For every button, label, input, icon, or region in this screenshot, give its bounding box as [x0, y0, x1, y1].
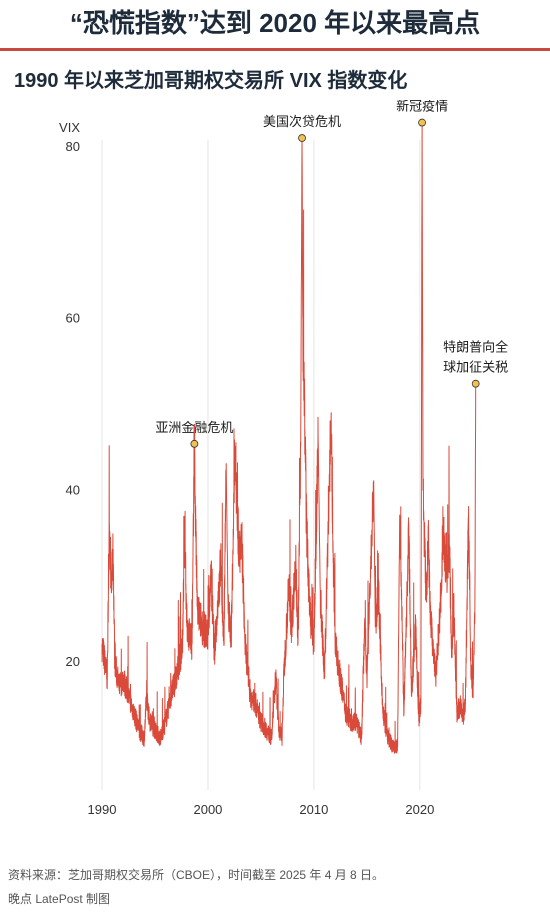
y-axis-label: VIX [59, 120, 80, 135]
y-tick-40: 40 [66, 482, 80, 497]
annotation-label-2: 新冠疫情 [396, 100, 448, 115]
x-tick-1990: 1990 [88, 802, 117, 817]
y-tick-20: 20 [66, 654, 80, 669]
series-line-vix [101, 122, 477, 754]
chart-title: 1990 年以来芝加哥期权交易所 VIX 指数变化 [14, 70, 408, 92]
y-tick-80: 80 [66, 139, 80, 154]
source-note: 资料来源：芝加哥期权交易所（CBOE），时间截至 2025 年 4 月 8 日。 [8, 868, 385, 882]
annotation-label-0: 亚洲金融危机 [155, 420, 233, 436]
annotation-marker-3 [471, 379, 480, 388]
credit-note: 晚点 LatePost 制图 [8, 892, 111, 906]
x-tick-2010: 2010 [299, 802, 328, 817]
headline: “恐慌指数”达到 2020 年以来最高点 [69, 8, 481, 38]
title-rule [0, 48, 550, 51]
annotation-marker-2 [418, 118, 426, 127]
series-layer [101, 122, 477, 754]
x-tick-2020: 2020 [405, 802, 434, 817]
x-tick-2000: 2000 [193, 802, 222, 817]
y-tick-60: 60 [66, 311, 80, 326]
annotation-label-3: 特朗普向全球加征关税 [443, 340, 508, 376]
grid [101, 140, 421, 790]
annotation-marker-1 [298, 134, 306, 142]
annotation-label-1: 美国次贷危机 [263, 114, 341, 130]
annotation-marker-0 [190, 439, 199, 448]
